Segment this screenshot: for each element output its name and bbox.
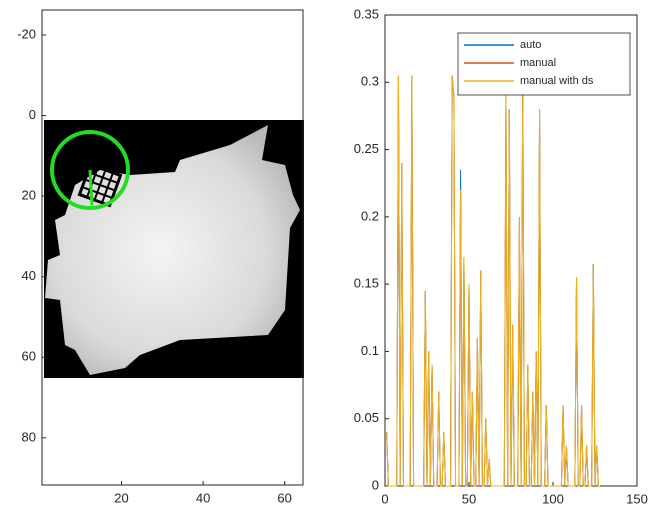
series-line	[386, 75, 601, 487]
keypoint-orientation	[88, 169, 94, 206]
axes-box	[41, 9, 304, 486]
y-tick-label: 0.3	[361, 74, 379, 89]
y-tick-label: 0	[372, 477, 379, 492]
y-tick-label: 20	[22, 188, 36, 203]
x-tick-label: 150	[626, 491, 648, 506]
x-tick-label: 20	[114, 490, 128, 505]
y-tick-label: 60	[22, 349, 36, 364]
y-tick-label: 0.25	[354, 141, 379, 156]
series-line	[386, 75, 601, 487]
image-content	[44, 120, 304, 378]
x-tick-label: 100	[542, 491, 564, 506]
y-tick-label: 0.15	[354, 276, 379, 291]
legend-label: manual	[520, 57, 556, 69]
y-tick-label: -20	[17, 26, 36, 41]
x-tick-label: 40	[196, 490, 210, 505]
y-tick-label: 40	[22, 268, 36, 283]
y-tick-label: 80	[22, 429, 36, 444]
y-tick-label: 0.05	[354, 410, 379, 425]
keypoint-circle	[50, 130, 130, 210]
legend-label: manual with ds	[520, 75, 594, 87]
y-tick-label: 0.35	[354, 6, 379, 21]
x-tick-label: 60	[277, 490, 291, 505]
y-tick-label: 0	[29, 107, 36, 122]
legend-box	[457, 32, 631, 96]
x-tick-label: 0	[381, 491, 388, 506]
series-line	[386, 75, 601, 487]
x-tick-label: 50	[462, 491, 476, 506]
y-tick-label: 0.1	[361, 343, 379, 358]
y-tick-label: 0.2	[361, 208, 379, 223]
legend-label: auto	[520, 39, 541, 51]
